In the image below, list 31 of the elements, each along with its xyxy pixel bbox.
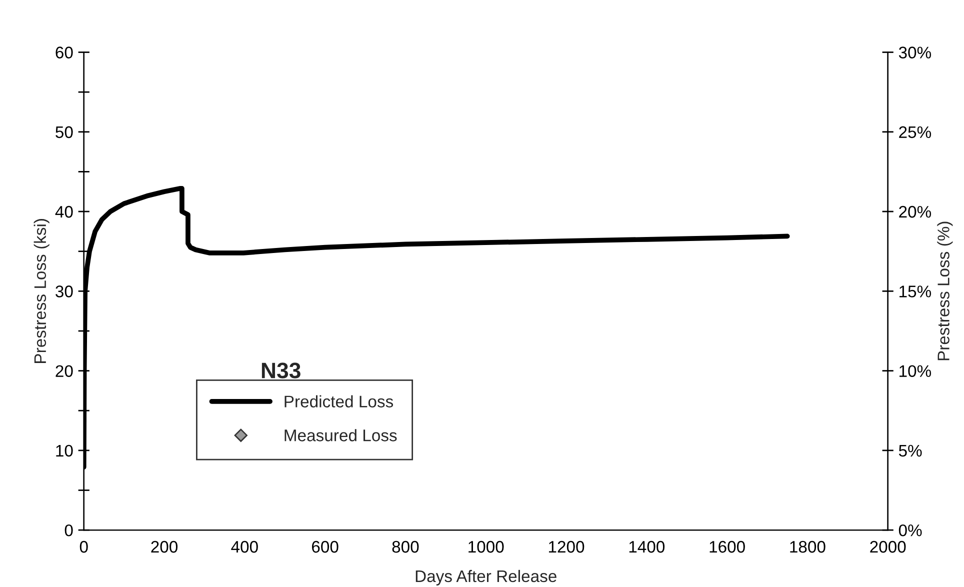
y2-tick-label: 15% (900, 286, 932, 298)
legend-label: Measured Loss (284, 429, 397, 442)
x-tick-label: 1200 (548, 540, 584, 553)
y-axis-title: Prestress Loss (ksi) (34, 219, 50, 363)
x-axis-title: Days After Release (416, 570, 556, 586)
x-tick-label: 800 (392, 540, 419, 553)
x-tick-label: 600 (312, 540, 338, 553)
y-tick-label: 60 (56, 46, 73, 58)
y-tick-label: 30 (56, 286, 73, 298)
y-tick-label: 20 (56, 365, 73, 377)
y2-axis-title: Prestress Loss (%) (937, 222, 953, 360)
y-tick-label: 50 (56, 126, 73, 138)
y-tick-label: 40 (55, 206, 73, 218)
x-tick-label: 1600 (710, 540, 745, 553)
x-tick-label: 1400 (629, 540, 665, 553)
y2-tick-label: 25% (899, 126, 932, 138)
y2-tick-label: 10% (900, 365, 932, 377)
annotation: N33 (262, 362, 300, 378)
y2-tick-label: 30% (898, 46, 932, 58)
x-tick-label: 200 (151, 540, 178, 553)
y-tick-label: 10 (56, 444, 73, 457)
y2-tick-label: 5% (898, 444, 922, 457)
x-tick-label: 0 (80, 540, 88, 553)
y2-tick-label: 20% (899, 206, 932, 218)
x-tick-label: 1000 (468, 540, 504, 553)
y2-tick-label: 0% (898, 524, 922, 536)
x-tick-label: 400 (231, 540, 258, 553)
x-tick-label: 2000 (870, 540, 906, 553)
legend-label: Predicted Loss (284, 395, 394, 408)
y-tick-label: 0 (64, 524, 73, 536)
x-tick-label: 1800 (790, 540, 826, 553)
